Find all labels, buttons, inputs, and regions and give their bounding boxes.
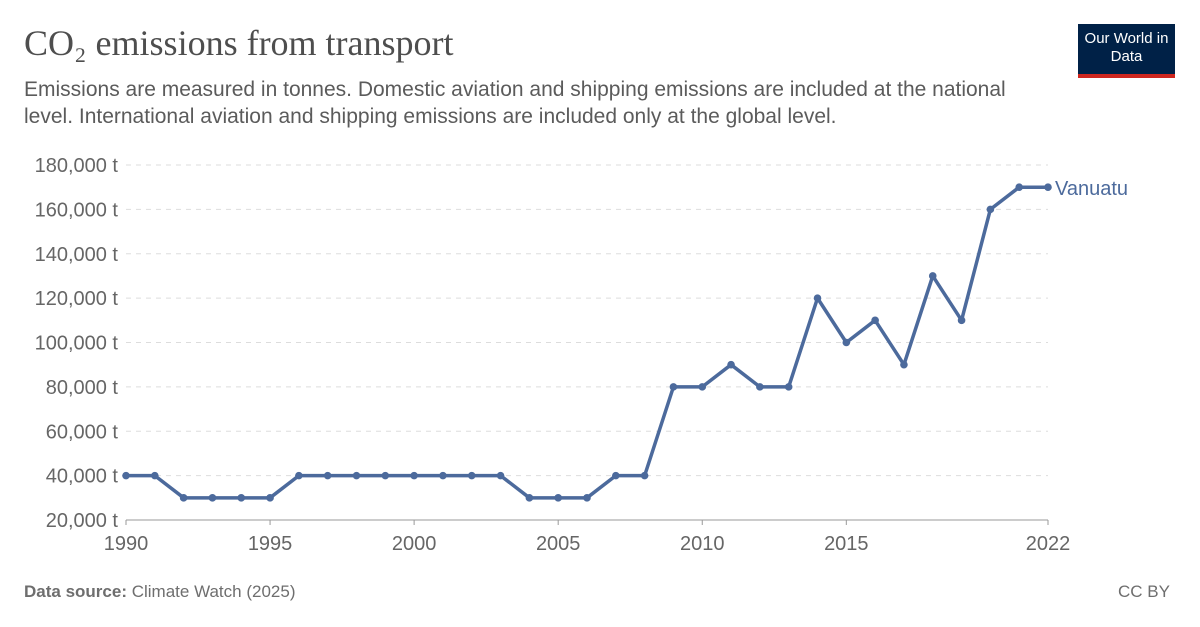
- x-tick-label: 1995: [248, 533, 293, 555]
- data-point: [756, 383, 764, 391]
- data-point: [496, 471, 505, 480]
- data-point: [323, 471, 332, 480]
- data-point: [467, 471, 476, 480]
- license[interactable]: CC BY: [1118, 582, 1170, 601]
- y-tick-label: 60,000 t: [46, 421, 119, 443]
- chart-title: CO₂ emissions from transport: [24, 23, 454, 63]
- data-point: [266, 494, 274, 502]
- data-point: [986, 205, 995, 214]
- data-source: Data source: Climate Watch (2025): [24, 582, 296, 601]
- x-tick-label: 2015: [824, 533, 869, 555]
- x-tick-label: 2010: [680, 533, 725, 555]
- data-point: [151, 471, 159, 480]
- data-point: [381, 471, 390, 480]
- data-point: [957, 316, 966, 325]
- data-point: [554, 494, 562, 502]
- series-label: Vanuatu: [1055, 178, 1128, 200]
- y-tick-label: 100,000 t: [35, 333, 119, 355]
- data-point: [698, 383, 707, 391]
- data-point: [122, 471, 130, 480]
- x-tick-label: 2005: [536, 533, 581, 555]
- data-point: [410, 471, 418, 480]
- owid-logo[interactable]: Our World in Data: [1078, 24, 1175, 78]
- y-tick-label: 120,000 t: [35, 288, 119, 310]
- data-point: [928, 272, 937, 280]
- data-point: [237, 494, 246, 502]
- data-point: [842, 338, 851, 347]
- data-point: [727, 360, 735, 369]
- data-point: [612, 471, 620, 480]
- y-tick-label: 80,000 t: [46, 377, 119, 399]
- y-tick-label: 160,000 t: [35, 199, 119, 221]
- logo-text: Our World in Data: [1084, 30, 1169, 65]
- data-point: [1015, 183, 1023, 191]
- data-point: [352, 471, 361, 480]
- data-point: [640, 471, 649, 480]
- y-tick-label: 140,000 t: [35, 244, 119, 266]
- data-point: [295, 471, 303, 480]
- y-tick-label: 180,000 t: [35, 155, 119, 177]
- source-link[interactable]: Climate Watch (2025): [131, 582, 296, 601]
- data-point: [813, 294, 822, 302]
- data-point: [179, 494, 188, 502]
- data-point: [583, 494, 591, 502]
- y-tick-label: 20,000 t: [46, 510, 119, 532]
- data-point: [208, 494, 217, 502]
- data-point: [525, 494, 534, 502]
- data-point: [900, 360, 908, 369]
- data-point: [784, 383, 793, 391]
- data-point: [439, 471, 447, 480]
- y-tick-label: 40,000 t: [46, 466, 119, 488]
- x-tick-label: 2000: [392, 533, 437, 555]
- x-tick-label: 2022: [1026, 533, 1071, 555]
- data-point: [1044, 183, 1052, 191]
- data-point: [871, 316, 879, 325]
- x-tick-label: 1990: [104, 533, 149, 555]
- data-point: [669, 383, 678, 391]
- chart-subtitle: Emissions are measured in tonnes. Domest…: [24, 78, 1006, 128]
